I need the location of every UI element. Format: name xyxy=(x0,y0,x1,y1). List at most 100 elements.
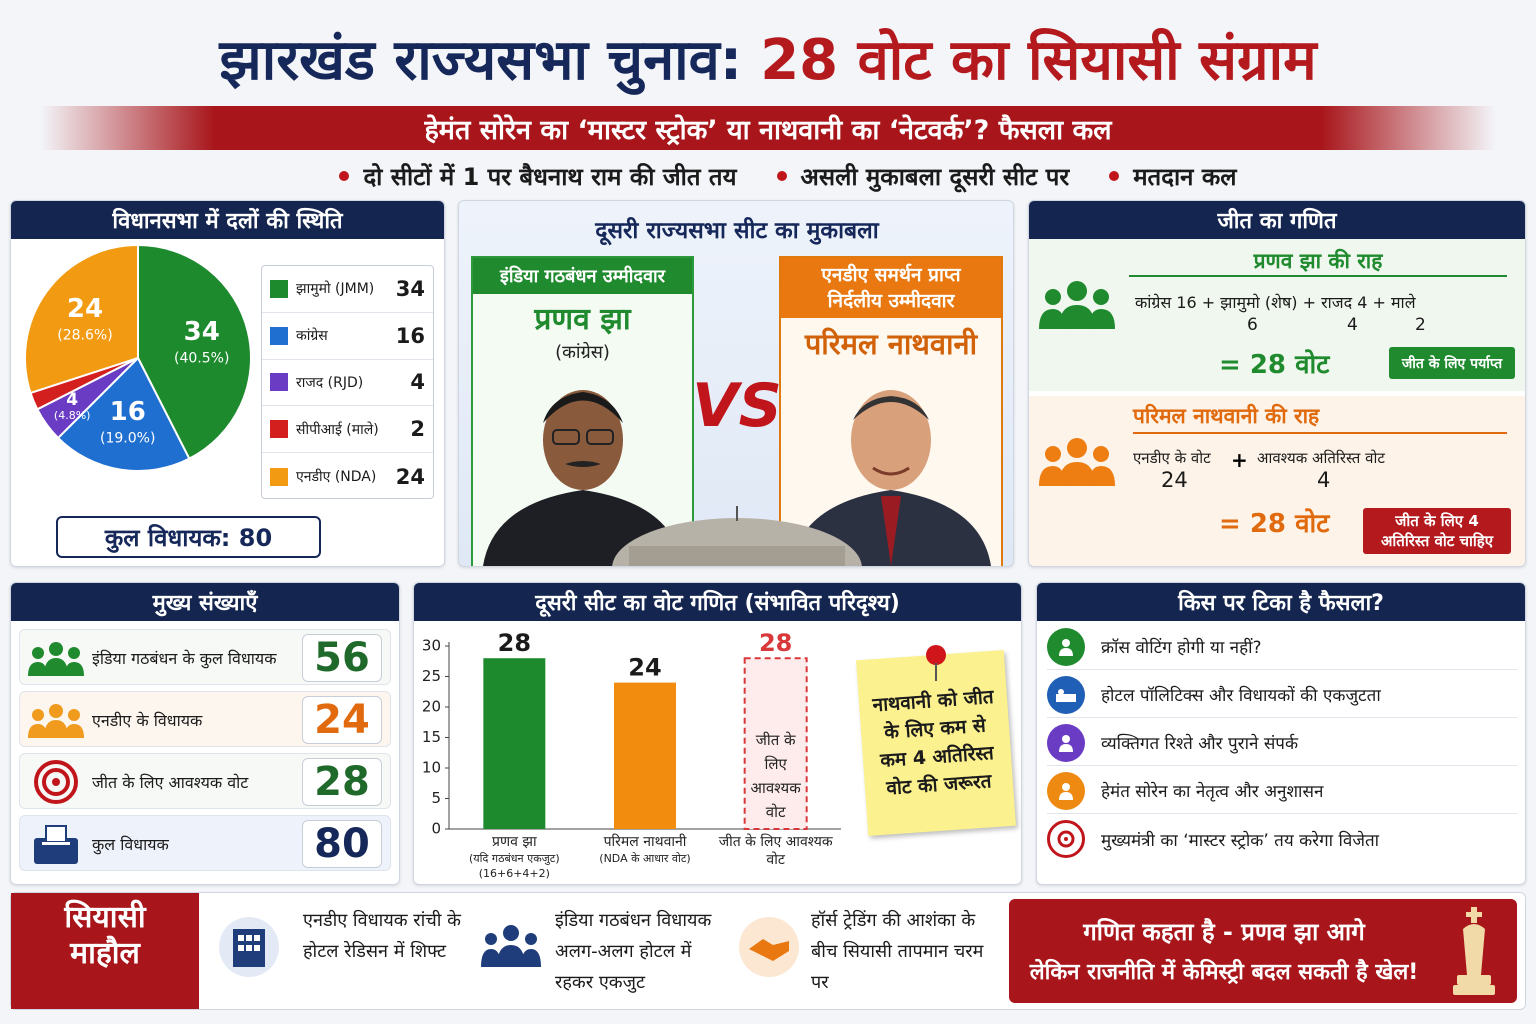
bar-inner-label: जीत के लिए आवश्यक वोट xyxy=(750,731,801,822)
legend-value: 24 xyxy=(395,464,425,489)
slice-percent: (4.8%) xyxy=(54,409,91,422)
pie-slice xyxy=(24,243,139,395)
legend-value: 4 xyxy=(410,370,425,395)
key-label: जीत के लिए आवश्यक वोट xyxy=(92,773,249,792)
result: = 28 वोट xyxy=(1219,350,1330,380)
badge: जीत के लिए पर्याप्त xyxy=(1389,347,1515,379)
pie-slice xyxy=(137,243,252,461)
panel-title: दूसरी राज्यसभा सीट का मुकाबला xyxy=(595,218,879,244)
x-tick-label: जीत के लिए आवश्यक वोट xyxy=(718,834,833,868)
portrait xyxy=(791,390,991,566)
candidate-tag: एनडीए समर्थन प्राप्त निर्दलीय उम्मीदवार xyxy=(781,258,1001,318)
party-panel: विधानसभा में दलों की स्थिति 34 (40.5%) 16 (… xyxy=(10,200,445,567)
parliament xyxy=(612,506,862,566)
y-tick-label: 5 xyxy=(431,789,441,807)
legend-label: एनडीए (NDA) xyxy=(296,469,377,486)
footer-item: इंडिया गठबंधन विधायक अलग-अलग होटल में रह… xyxy=(555,910,712,993)
key-value: 80 xyxy=(302,820,382,868)
factor: व्यक्तिगत रिश्ते और पुराने संपर्क xyxy=(1047,720,1517,766)
legend-value: 16 xyxy=(395,323,425,348)
candidate-name: परिमल नाथवानी xyxy=(804,326,978,361)
result: = 28 वोट xyxy=(1219,509,1330,539)
key-label: एनडीए के विधायक xyxy=(92,711,203,730)
y-tick-label: 15 xyxy=(422,728,441,746)
formula-number: 2 xyxy=(1415,315,1426,335)
term-number: 4 xyxy=(1317,468,1331,492)
factor-text: व्यक्तिगत रिश्ते और पुराने संपर्क xyxy=(1101,734,1299,754)
vs-text: VS xyxy=(692,371,782,441)
formula-number: 6 xyxy=(1247,315,1258,335)
slice-value: 34 xyxy=(184,317,220,347)
key-label: कुल विधायक xyxy=(92,835,169,854)
slice-value: 16 xyxy=(110,397,146,427)
factor: होटल पॉलिटिक्स और विधायकों की एकजुटता xyxy=(1047,672,1517,718)
conclusion-line: लेकिन राजनीति में केमिस्ट्री बदल सकती है… xyxy=(1029,960,1419,985)
bar xyxy=(743,657,808,830)
handshake-icon xyxy=(739,917,799,977)
footer: सियासी माहौल एनडीए विधायक रांची के होटल … xyxy=(10,892,1526,1010)
key-value: 28 xyxy=(302,758,382,806)
y-tick-label: 20 xyxy=(422,698,441,716)
path-b: परिमल नाथवानी की राह एनडीए के वोट + आवश्… xyxy=(1029,396,1525,566)
factor: क्रॉस वोटिंग होगी या नहीं? xyxy=(1047,624,1517,670)
panel-title: दूसरी सीट का वोट गणित (संभावित परिदृश्य) xyxy=(414,583,1021,621)
footer-item: हॉर्स ट्रेडिंग की आशंका के बीच सियासी ता… xyxy=(811,910,984,993)
candidate-name: प्रणव झा xyxy=(534,301,631,337)
contest-panel: दूसरी राज्यसभा सीट का मुकाबला इंडिया गठब… xyxy=(458,200,1014,567)
bullet: दो सीटों में 1 पर बैधनाथ राम की जीत तय xyxy=(363,162,737,191)
pin xyxy=(926,645,946,681)
legend-row: राजद (RJD) 4 xyxy=(262,360,433,407)
pie-slice xyxy=(56,356,191,472)
legend-label: कांग्रेस xyxy=(296,328,328,345)
total-box: कुल विधायक: 80 xyxy=(56,516,321,558)
key-row: एनडीए के विधायक 24 xyxy=(19,691,391,747)
factor-text: क्रॉस वोटिंग होगी या नहीं? xyxy=(1101,638,1262,658)
panel-title: जीत का गणित xyxy=(1029,201,1525,239)
bar xyxy=(483,658,546,829)
vs: VS xyxy=(692,361,782,451)
slice-percent: (40.5%) xyxy=(174,351,229,367)
key-value: 56 xyxy=(302,634,382,682)
hotel-icon xyxy=(219,917,279,977)
bullets: दो सीटों में 1 पर बैधनाथ राम की जीत तय अ… xyxy=(0,158,1536,194)
group-icon xyxy=(481,925,541,967)
candidate-party: (कांग्रेस) xyxy=(555,342,610,363)
bar xyxy=(614,682,676,829)
formula: कांग्रेस 16 + झामुमो (शेष) + राजद 4 + मा… xyxy=(1135,293,1416,312)
slice-value: 24 xyxy=(67,294,103,324)
x-tick-label: परिमल नाथवानी xyxy=(603,834,687,850)
bullet: असली मुकाबला दूसरी सीट पर xyxy=(800,162,1070,191)
legend-value: 2 xyxy=(410,417,425,442)
formula-number: 4 xyxy=(1347,315,1358,335)
slice-percent: (28.6%) xyxy=(57,327,112,343)
right-card: एनडीए समर्थन प्राप्त निर्दलीय उम्मीदवार … xyxy=(779,256,1003,566)
headline-accent: 28 वोट का सियासी संग्राम xyxy=(760,28,1317,93)
badge: जीत के लिए 4 अतिरिस्त वोट चाहिए xyxy=(1363,508,1511,554)
factors-panel: किस पर टिका है फैसला? क्रॉस वोटिंग होगी … xyxy=(1036,582,1526,885)
panel-title: मुख्य संख्याएँ xyxy=(11,583,399,621)
panel-title: विधानसभा में दलों की स्थिति xyxy=(11,201,444,239)
x-tick-label: प्रणव झा xyxy=(492,834,537,850)
left-card: इंडिया गठबंधन उम्मीदवार प्रणव झा (कांग्र… xyxy=(471,256,694,566)
legend-label: सीपीआई (माले) xyxy=(296,421,379,438)
legend-swatch xyxy=(270,373,288,392)
term-number: 24 xyxy=(1161,468,1188,492)
path-title: परिमल नाथवानी की राह xyxy=(1133,402,1507,434)
path-a: प्रणव झा की राह कांग्रेस 16 + झामुमो (शे… xyxy=(1029,239,1525,391)
bullet-dot xyxy=(339,171,350,181)
x-tick-note: (यदि गठबंधन एकजुट) (16+6+4+2) xyxy=(469,852,560,880)
key-numbers-panel: मुख्य संख्याएँ इंडिया गठबंधन के कुल विधा… xyxy=(10,582,400,885)
term: आवश्यक अतिरिस्त वोट xyxy=(1257,449,1385,467)
legend-label: झामुमो (JMM) xyxy=(296,281,375,298)
pie-chart: 34 (40.5%) 16 (19.0%) 4(4.8%) 24 (28.6%) xyxy=(24,243,252,472)
x-tick-note: (NDA के आधार वोट) xyxy=(599,852,691,865)
headline-main: झारखंड राज्यसभा चुनाव: xyxy=(219,28,743,93)
group-icon xyxy=(1039,438,1115,486)
legend-swatch xyxy=(270,420,288,439)
term: एनडीए के वोट xyxy=(1133,449,1211,467)
bullet-dot xyxy=(1109,171,1120,181)
candidate-tag: इंडिया गठबंधन उम्मीदवार xyxy=(473,258,692,294)
y-tick-label: 0 xyxy=(431,820,441,838)
chess-king xyxy=(1453,907,1495,995)
